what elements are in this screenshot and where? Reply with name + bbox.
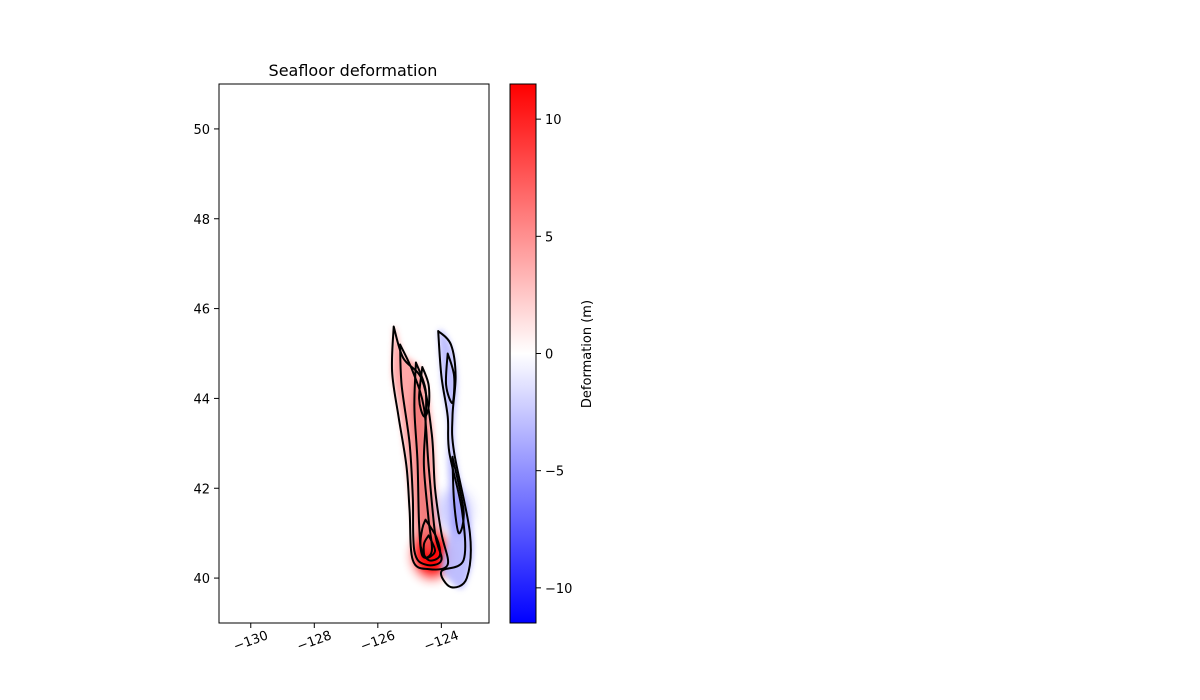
y-tick-label: 50	[193, 123, 210, 138]
y-axis: 40 42 44 46 48 50	[193, 123, 219, 587]
contour-line	[418, 366, 431, 418]
colorbar-tick-label: −5	[545, 465, 564, 480]
plot-frame	[218, 83, 490, 624]
contour-line	[419, 518, 442, 562]
chart-title: Seafloor deformation	[269, 61, 438, 80]
y-tick-label: 48	[193, 213, 210, 228]
colorbar-tick-label: 5	[545, 230, 553, 245]
colorbar-tick-label: 10	[545, 113, 562, 128]
contour-line	[451, 455, 465, 535]
contour-line	[399, 343, 443, 567]
colorbar-label: Deformation (m)	[580, 300, 595, 408]
y-tick-label: 40	[193, 572, 210, 587]
y-tick-label: 42	[193, 482, 210, 497]
colorbar-tick-label: 0	[545, 348, 553, 363]
x-tick-label: −124	[422, 628, 461, 654]
y-tick-label: 44	[193, 392, 210, 407]
x-tick-label: −126	[359, 628, 398, 654]
x-axis: −130 −128 −126 −124	[232, 623, 461, 655]
contour-line	[422, 534, 437, 560]
x-tick-label: −128	[295, 628, 334, 654]
colorbar-tick-label: −10	[545, 582, 572, 597]
colorbar: −10 −5 0 5 10 Deformation (m)	[509, 83, 595, 624]
colorbar-gradient	[509, 83, 537, 624]
contour-line	[444, 352, 456, 404]
y-tick-label: 46	[193, 303, 210, 318]
x-tick-label: −130	[232, 628, 271, 654]
plot-area: −130 −128 −126 −124 40 42 44 46 48 50	[193, 83, 490, 655]
